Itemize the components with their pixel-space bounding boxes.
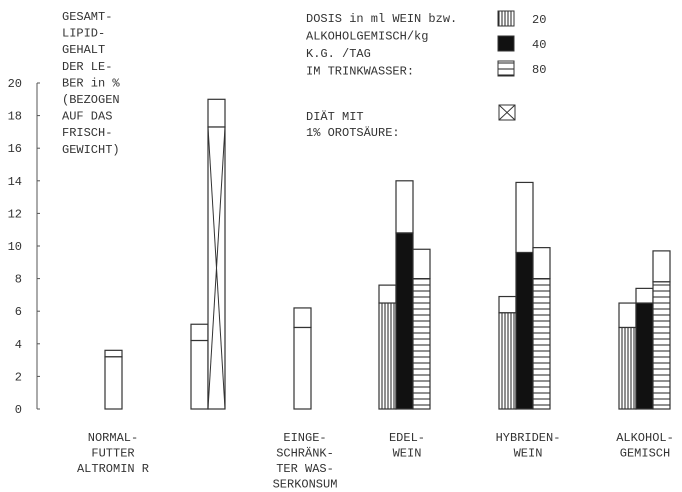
y-tick-label: 2 <box>15 370 22 384</box>
y-axis-title-line: AUF DAS <box>62 110 112 124</box>
legend-swatch <box>497 35 515 52</box>
legend-label: 20 <box>532 13 546 27</box>
legend-title-line: IM TRINKWASSER: <box>306 65 414 79</box>
legend-swatch <box>497 10 515 27</box>
bar-lower-segment <box>635 302 654 410</box>
bar-upper-segment <box>378 284 397 304</box>
legend-label: 80 <box>532 63 546 77</box>
y-tick-label: 6 <box>15 305 22 319</box>
bar-upper-segment <box>635 287 654 304</box>
legend: DOSIS in ml WEIN bzw. ALKOHOLGEMISCH/kg K.… <box>306 10 546 140</box>
y-tick-label: 16 <box>8 142 22 156</box>
y-axis: 0 2 4 6 8 10 12 14 16 18 20 <box>8 77 40 417</box>
legend-diet-line: DIÄT MIT <box>306 110 364 124</box>
y-axis-title-line: FRISCH- <box>62 126 112 140</box>
y-tick-label: 14 <box>8 175 22 189</box>
bar-upper-segment <box>532 247 551 280</box>
legend-swatch <box>497 60 515 77</box>
y-tick-label: 12 <box>8 207 22 221</box>
bar-upper-segment <box>618 302 637 329</box>
category-label-line: EDEL- <box>389 431 425 445</box>
bar-lower-segment <box>498 312 517 410</box>
category-label-line: HYBRIDEN- <box>496 431 561 445</box>
y-axis-title-line: LIPID- <box>62 27 105 41</box>
y-axis-title-line: GEHALT <box>62 43 105 57</box>
category-label-line: SCHRÄNK- <box>276 447 334 461</box>
y-axis-title-line: (BEZOGEN <box>62 93 120 107</box>
legend-title-line: ALKOHOLGEMISCH/kg <box>306 30 428 44</box>
y-tick-label: 20 <box>8 77 22 91</box>
category-label-line: EINGE- <box>283 431 326 445</box>
bar-lower-segment <box>515 251 534 410</box>
bar-upper-segment <box>104 349 123 358</box>
category-label-line: GEMISCH <box>620 447 670 461</box>
bars <box>104 98 671 410</box>
category-label-line: FUTTER <box>91 447 134 461</box>
bar-upper-segment <box>293 307 312 329</box>
bar-upper-segment <box>412 248 431 280</box>
category-label-line: ALKOHOL- <box>616 431 674 445</box>
bar-upper-segment <box>395 180 414 234</box>
category-label-line: SERKONSUM <box>273 478 338 492</box>
bar-upper-segment <box>190 323 209 342</box>
bar-lower-segment <box>293 326 312 410</box>
bar-lower-segment <box>412 278 431 410</box>
bar-upper-segment <box>652 250 671 283</box>
y-axis-title: GESAMT- LIPID- GEHALT DER LE- BER in % (BEZOG… <box>62 10 120 157</box>
legend-title-line: K.G. /TAG <box>306 47 371 61</box>
bar-lower-segment <box>104 356 123 410</box>
bar-lower-segment <box>190 339 209 410</box>
y-axis-title-line: GESAMT- <box>62 10 112 24</box>
y-axis-title-line: GEWICHT) <box>62 143 120 157</box>
legend-diet-swatch-cross <box>498 104 516 121</box>
legend-label: 40 <box>532 38 546 52</box>
bar-lower-segment <box>378 302 397 410</box>
bar-lower-segment <box>532 278 551 410</box>
bar-lower-segment <box>395 232 414 410</box>
legend-diet-line: 1% OROTSÄURE: <box>306 126 400 140</box>
y-tick-label: 10 <box>8 240 22 254</box>
bar-cross-line <box>207 126 226 410</box>
bar-lower-segment <box>618 326 637 410</box>
y-axis-title-line: BER in % <box>62 76 120 90</box>
bar-upper-segment <box>207 98 226 128</box>
category-label-line: WEIN <box>393 447 422 461</box>
category-label-line: TER WAS- <box>276 462 334 476</box>
category-label-line: WEIN <box>514 447 543 461</box>
bar-lower-segment <box>652 281 671 410</box>
y-axis-title-line: DER LE- <box>62 60 112 74</box>
bar-upper-segment <box>515 181 534 254</box>
y-tick-label: 4 <box>15 338 22 352</box>
bar-upper-segment <box>498 295 517 314</box>
y-tick-label: 8 <box>15 273 22 287</box>
category-label-line: NORMAL- <box>88 431 138 445</box>
legend-title-line: DOSIS in ml WEIN bzw. <box>306 12 457 26</box>
y-tick-label: 18 <box>8 110 22 124</box>
y-tick-label: 0 <box>15 403 22 417</box>
category-label-line: ALTROMIN R <box>77 462 149 476</box>
